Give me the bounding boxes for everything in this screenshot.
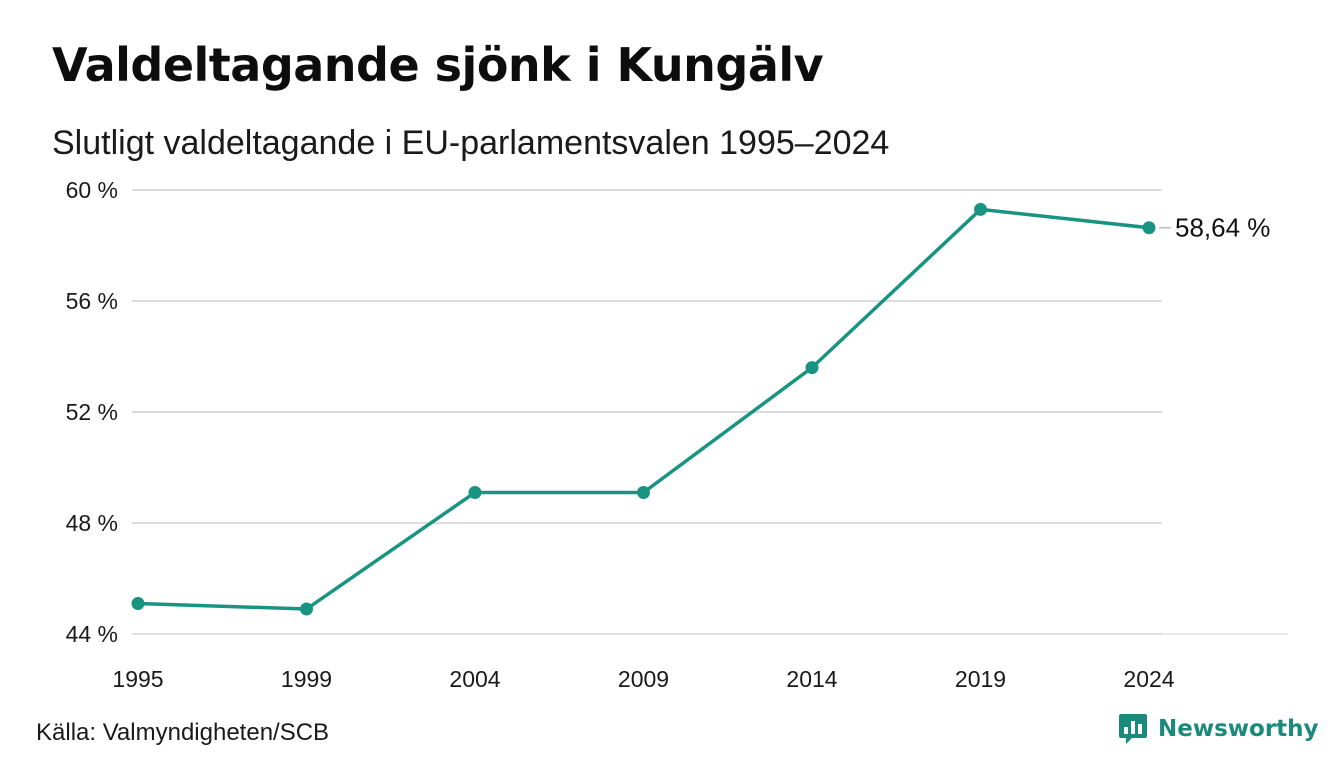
x-tick-label: 2014 [786, 666, 837, 692]
x-tick-label: 1995 [112, 666, 163, 692]
chart-title: Valdeltagande sjönk i Kungälv [52, 38, 824, 92]
data-point [637, 485, 650, 499]
y-axis-tick-labels: 60 % 56 % 52 % 48 % 44 % [66, 177, 118, 647]
y-tick-label: 48 % [66, 510, 118, 536]
y-tick-label: 60 % [66, 177, 118, 203]
brand-name: Newsworthy [1158, 716, 1319, 742]
x-axis-tick-labels: 1995 1999 2004 2009 2014 2019 2024 [112, 666, 1174, 692]
chart-subtitle: Slutligt valdeltagande i EU-parlamentsva… [52, 124, 890, 162]
y-tick-label: 44 % [66, 621, 118, 647]
end-value-label: 58,64 % [1175, 213, 1270, 243]
series-line [136, 207, 1151, 611]
line-chart: 60 % 56 % 52 % 48 % 44 % 1995 1999 2004 2009 201… [66, 177, 1288, 692]
series-points [131, 202, 1156, 616]
x-tick-label: 2009 [618, 666, 669, 692]
data-point [131, 596, 145, 610]
brand-logo: Newsworthy [1118, 712, 1319, 746]
grid-lines [132, 189, 1288, 635]
data-point [974, 202, 987, 216]
end-labels: 58,64 % [1159, 213, 1270, 243]
newsworthy-logo-icon [1119, 714, 1147, 744]
source-note: Källa: Valmyndigheten/SCB [36, 719, 330, 746]
x-tick-label: 1999 [281, 666, 332, 692]
x-tick-label: 2004 [449, 666, 500, 692]
series-lines [136, 207, 1151, 611]
data-point [805, 361, 819, 375]
x-tick-label: 2019 [955, 666, 1006, 692]
x-tick-label: 2024 [1123, 666, 1174, 692]
data-point [300, 602, 313, 616]
y-tick-label: 52 % [66, 399, 118, 425]
y-tick-label: 56 % [66, 288, 118, 314]
data-point [468, 485, 482, 499]
data-point [1142, 221, 1156, 235]
